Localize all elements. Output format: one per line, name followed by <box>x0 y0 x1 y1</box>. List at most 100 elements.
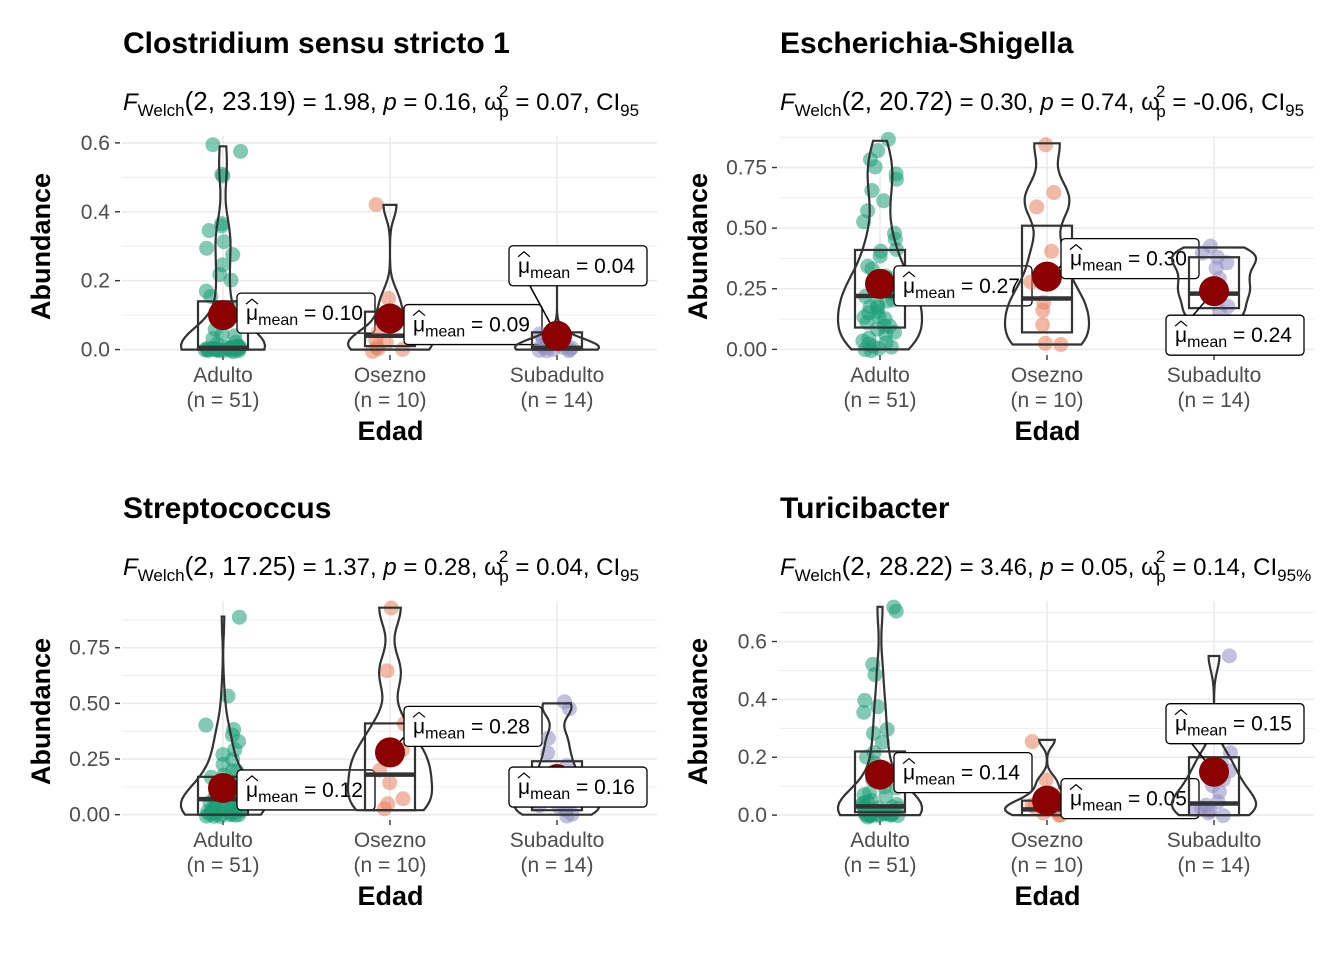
y-tick-label: 0.00 <box>69 804 110 827</box>
mean-point <box>865 759 895 790</box>
group-osezno: μmean = 0.30 <box>1003 137 1200 352</box>
x-tick-n-label: (n = 14) <box>1178 854 1251 877</box>
mean-point <box>375 303 405 334</box>
data-point <box>364 343 380 359</box>
violin <box>1170 654 1258 817</box>
data-point <box>198 717 214 733</box>
violin <box>179 145 267 351</box>
group-adulto: μmean = 0.10 <box>179 137 376 360</box>
box <box>1187 256 1241 310</box>
group-osezno: μmean = 0.05 <box>1003 734 1200 823</box>
group-adulto: μmean = 0.14 <box>836 599 1033 825</box>
mean-label-box <box>893 751 1033 794</box>
x-tick-label: Subadulto <box>510 364 605 387</box>
data-point <box>856 704 872 720</box>
mean-label: μmean = 0.04 <box>518 255 635 282</box>
data-point <box>382 775 398 791</box>
data-point <box>231 609 247 625</box>
x-tick-n-label: (n = 14) <box>1178 389 1251 412</box>
x-tick-n-label: (n = 10) <box>1011 854 1084 877</box>
chart-panel-0: Clostridium sensu stricto 1 FWelch(2, 23.… <box>26 27 657 446</box>
mean-hat-mark <box>245 775 259 782</box>
panel-title: Escherichia-Shigella <box>780 27 1074 60</box>
x-tick-label: Osezno <box>1011 364 1083 387</box>
x-tick-label: Osezno <box>1011 829 1083 852</box>
y-tick-label: 0.2 <box>738 746 767 769</box>
y-tick-label: 0.00 <box>726 338 767 361</box>
mean-label-box <box>236 769 376 811</box>
group-subadulto: μmean = 0.04 <box>508 245 648 359</box>
data-point <box>1037 335 1053 351</box>
x-tick-n-label: (n = 51) <box>844 389 917 412</box>
x-tick-label: Adulto <box>850 829 910 852</box>
mean-point <box>1032 261 1062 292</box>
mean-label: μmean = 0.30 <box>1070 248 1187 275</box>
mean-point <box>208 772 238 803</box>
data-point <box>867 667 883 683</box>
y-axis-label: Abundance <box>26 638 56 785</box>
mean-label: μmean = 0.09 <box>413 314 530 341</box>
x-tick-n-label: (n = 10) <box>354 854 427 877</box>
x-tick-label: Subadulto <box>510 829 605 852</box>
mean-point <box>1199 276 1229 307</box>
data-point <box>880 131 896 147</box>
y-tick-label: 0.50 <box>69 692 110 715</box>
mean-hat-mark <box>902 757 916 765</box>
mean-label-box <box>1165 703 1305 745</box>
y-axis-label: Abundance <box>683 638 713 785</box>
mean-label: μmean = 0.28 <box>413 715 530 742</box>
y-tick-label: 0.4 <box>81 201 111 224</box>
x-axis-label: Edad <box>357 416 423 446</box>
data-point <box>888 603 904 619</box>
x-tick-n-label: (n = 51) <box>844 854 917 877</box>
y-tick-label: 0.6 <box>738 631 767 654</box>
data-point <box>1038 137 1054 153</box>
x-axis-label: Edad <box>1014 416 1080 446</box>
violin <box>836 605 924 817</box>
data-point <box>380 290 396 306</box>
data-point <box>1038 772 1054 788</box>
mean-label: μmean = 0.05 <box>1070 788 1187 815</box>
group-subadulto: μmean = 0.24 <box>1165 238 1305 356</box>
y-tick-label: 0.4 <box>738 688 768 711</box>
mean-hat-mark <box>1069 243 1083 251</box>
data-point <box>199 240 215 256</box>
data-point <box>864 182 880 198</box>
mean-point <box>1032 785 1062 816</box>
mean-label-box <box>403 303 543 346</box>
data-point <box>1035 317 1051 333</box>
y-tick-label: 0.50 <box>726 217 767 240</box>
mean-label: μmean = 0.27 <box>903 275 1020 302</box>
mean-hat-mark <box>1174 708 1188 716</box>
group-subadulto: μmean = 0.15 <box>1165 648 1305 824</box>
panel-subtitle: FWelch(2, 17.25) = 1.37, p = 0.28, ω2 p =… <box>123 547 639 586</box>
data-point <box>863 343 879 359</box>
x-tick-label: Subadulto <box>1167 364 1262 387</box>
y-tick-label: 0.25 <box>726 278 767 301</box>
panel-subtitle: FWelch(2, 23.19) = 1.98, p = 0.16, ω2 p =… <box>123 82 639 121</box>
data-point <box>1044 243 1060 259</box>
mean-label: μmean = 0.10 <box>246 302 363 329</box>
data-point <box>395 791 411 807</box>
mean-label-box <box>1165 314 1305 356</box>
data-point <box>1029 199 1045 215</box>
mean-hat-mark <box>517 250 531 258</box>
mean-hat-mark <box>245 298 259 305</box>
data-point <box>233 143 249 159</box>
x-axis-label: Edad <box>357 881 423 911</box>
data-point <box>1035 302 1051 318</box>
mean-label: μmean = 0.15 <box>1175 713 1292 740</box>
data-point <box>1024 734 1040 750</box>
data-point <box>376 801 392 817</box>
data-point <box>201 223 217 239</box>
mean-label: μmean = 0.16 <box>518 776 635 803</box>
data-point <box>883 339 899 355</box>
group-osezno: μmean = 0.09 <box>346 197 543 359</box>
chart-panel-3: Turicibacter FWelch(2, 28.22) = 3.46, p =… <box>683 492 1314 911</box>
x-tick-n-label: (n = 14) <box>521 854 594 877</box>
x-tick-label: Osezno <box>354 829 426 852</box>
data-point <box>1200 805 1216 821</box>
y-tick-label: 0.75 <box>69 637 110 660</box>
